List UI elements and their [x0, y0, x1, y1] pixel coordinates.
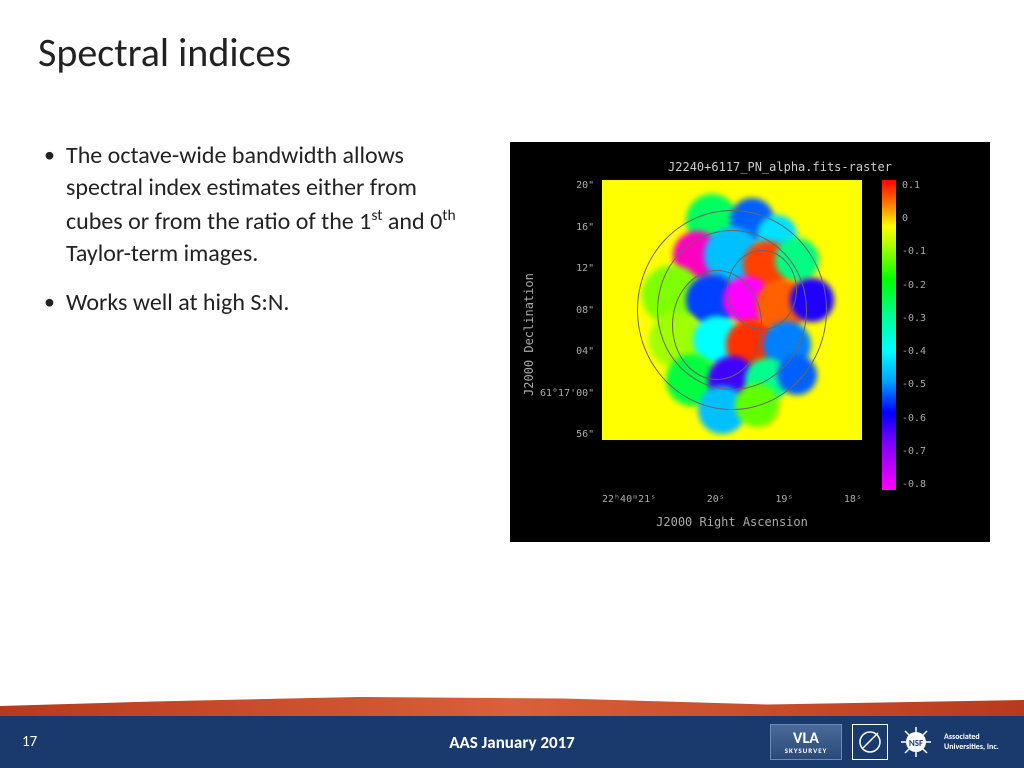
footer: 17 AAS January 2017 VLA SKYSURVEY NSF As… — [0, 678, 1024, 768]
bullet-2: Works well at high S:N. — [38, 287, 478, 319]
y-ticks: 20" 16" 12" 08" 04" 61°17'00" 56" — [540, 180, 594, 440]
svg-text:NSF: NSF — [909, 738, 923, 749]
page-number: 17 — [22, 733, 62, 751]
footer-title: AAS January 2017 — [449, 732, 575, 753]
colorbar — [882, 180, 896, 490]
contour-line — [727, 250, 797, 330]
figure-title: J2240+6117_PN_alpha.fits-raster — [582, 160, 978, 174]
nrao-logo — [852, 724, 888, 760]
wave-decoration-front — [0, 688, 1024, 718]
heatmap — [602, 180, 862, 440]
x-ticks: 22ʰ40ᵐ21ˢ 20ˢ 19ˢ 18ˢ — [602, 494, 862, 505]
y-axis-label: J2000 Declination — [522, 180, 536, 490]
colorbar-area: 0.1 0 -0.1 -0.2 -0.3 -0.4 -0.5 -0.6 -0.7… — [882, 180, 962, 490]
footer-bar: 17 AAS January 2017 VLA SKYSURVEY NSF As… — [0, 716, 1024, 768]
vla-logo: VLA SKYSURVEY — [770, 724, 842, 760]
slide-title: Spectral indices — [38, 28, 291, 77]
plot-row: J2000 Declination 20" 16" 12" 08" 04" 61… — [522, 180, 978, 490]
logo-group: VLA SKYSURVEY NSF Associated Universitie… — [770, 724, 1010, 760]
nsf-logo: NSF — [898, 724, 934, 760]
bullet-1: The octave-wide bandwidth allows spectra… — [38, 140, 478, 271]
bullet-list: The octave-wide bandwidth allows spectra… — [38, 140, 478, 319]
x-axis-label: J2000 Right Ascension — [602, 515, 862, 529]
figure-panel: J2240+6117_PN_alpha.fits-raster J2000 De… — [510, 142, 990, 542]
y-axis: J2000 Declination 20" 16" 12" 08" 04" 61… — [522, 180, 602, 490]
content-area: The octave-wide bandwidth allows spectra… — [38, 140, 478, 335]
x-axis: 22ʰ40ᵐ21ˢ 20ˢ 19ˢ 18ˢ J2000 Right Ascens… — [602, 494, 862, 529]
aui-logo: Associated Universities, Inc. — [944, 724, 1010, 760]
slide: Spectral indices The octave-wide bandwid… — [0, 0, 1024, 768]
colorbar-ticks: 0.1 0 -0.1 -0.2 -0.3 -0.4 -0.5 -0.6 -0.7… — [902, 180, 926, 490]
